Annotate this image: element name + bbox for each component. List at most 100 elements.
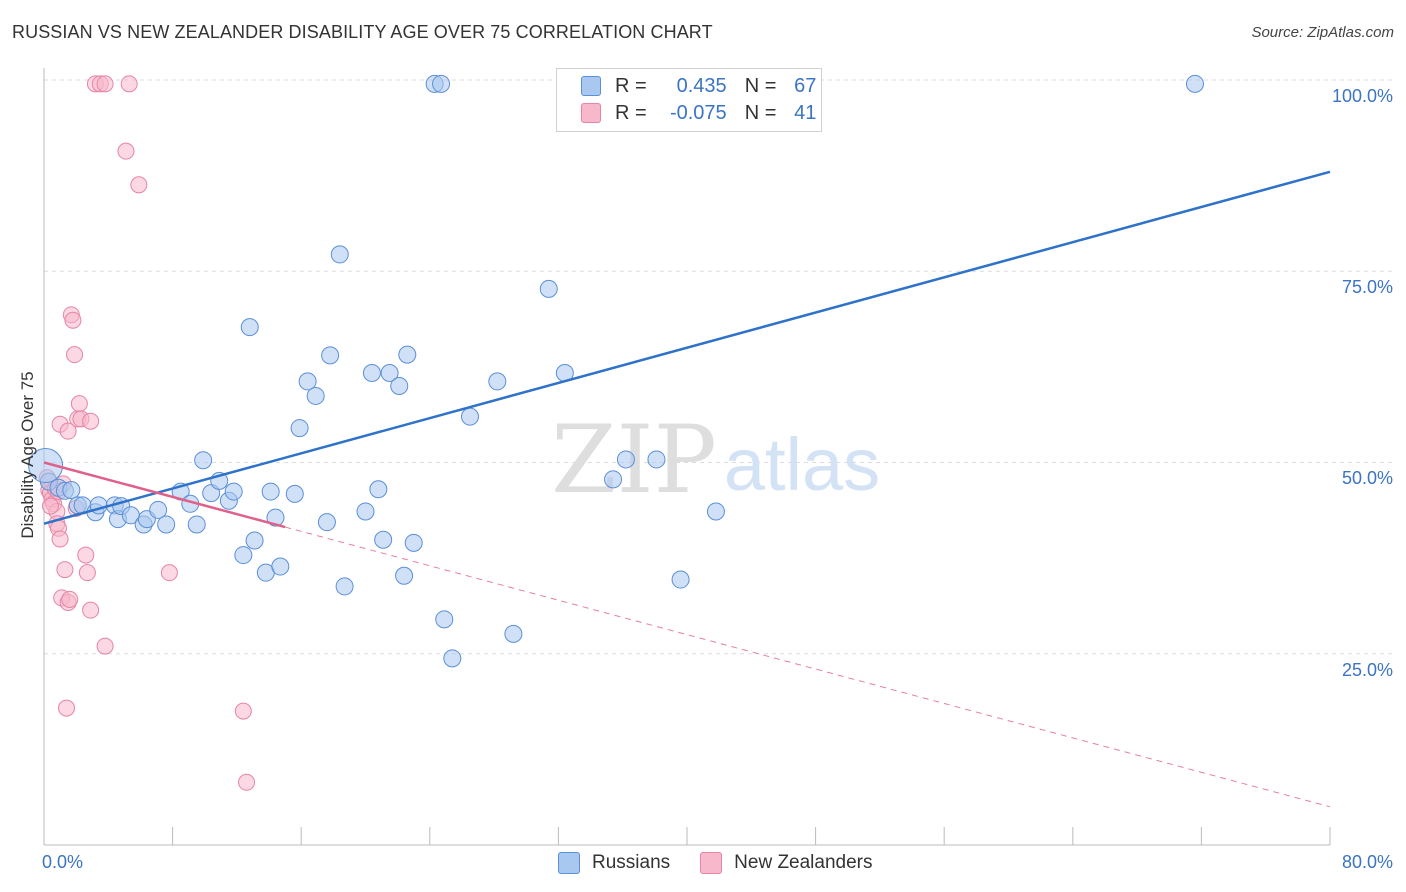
russians-legend-label: Russians <box>592 852 671 873</box>
nz-point <box>96 637 114 655</box>
russians-point <box>362 363 381 382</box>
legend-row-russians: R = 0.435 N = 67 <box>581 73 816 99</box>
trend-lines <box>43 170 1331 808</box>
nz-point <box>82 601 100 619</box>
nz-legend-swatch <box>700 852 723 874</box>
nz-trend-line-solid <box>43 461 286 529</box>
russians-point <box>671 570 690 589</box>
legend-n-value: 67 <box>794 74 817 97</box>
russians-point <box>604 470 623 489</box>
nz-point <box>82 412 100 430</box>
russians-point <box>224 482 243 501</box>
x-tick-max: 80.0% <box>1341 852 1393 872</box>
russians-point <box>404 533 423 552</box>
nz-point <box>66 346 84 364</box>
russians-point <box>380 363 399 382</box>
nz-point <box>120 75 138 93</box>
nz-series <box>38 75 256 791</box>
russians-point <box>504 624 523 643</box>
russians-trend-line <box>43 170 1331 525</box>
nz-point <box>41 497 59 515</box>
nz-legend-label: New Zealanders <box>734 852 873 873</box>
russians-point <box>369 480 388 499</box>
nz-point <box>70 395 88 413</box>
russians-point <box>317 513 336 532</box>
y-axis-label: Disability Age Over 75 <box>18 371 37 539</box>
russians-point <box>647 450 666 469</box>
nz-point <box>77 546 95 564</box>
russians-point <box>330 245 349 264</box>
y-tick-75: 75.0% <box>1341 277 1393 297</box>
russians-point <box>234 546 253 565</box>
legend-r-value: 0.435 <box>676 74 727 97</box>
x-tick-min: 0.0% <box>42 852 84 872</box>
russians-point <box>290 419 309 438</box>
russians-point <box>62 481 81 500</box>
russians-point <box>432 74 451 93</box>
nz-point <box>61 590 79 608</box>
nz-point <box>56 561 74 579</box>
nz-point <box>96 75 114 93</box>
legend-r-label: R = <box>615 74 647 97</box>
russians-point <box>261 482 280 501</box>
russians-point <box>157 515 176 534</box>
correlation-legend: R = 0.435 N = 67 R = -0.075 N = 41 <box>556 68 822 132</box>
y-tick-100: 100.0% <box>1331 86 1393 106</box>
nz-swatch <box>581 103 601 123</box>
russians-point <box>616 450 635 469</box>
russians-point <box>1185 74 1204 93</box>
nz-point <box>130 176 148 194</box>
y-tick-25: 25.0% <box>1341 660 1393 680</box>
legend-row-nz: R = -0.075 N = 41 <box>581 100 816 126</box>
russians-point <box>271 557 290 576</box>
russians-point <box>240 318 259 337</box>
russians-point <box>285 484 304 503</box>
nz-trend-line-dashed <box>284 526 1331 808</box>
chart-title: RUSSIAN VS NEW ZEALANDER DISABILITY AGE … <box>12 22 713 42</box>
nz-point <box>117 142 135 160</box>
russians-swatch <box>581 76 601 96</box>
y-tick-50: 50.0% <box>1341 468 1393 488</box>
watermark: ZIP atlas <box>551 406 880 515</box>
chart-source: Source: ZipAtlas.com <box>1251 24 1394 41</box>
russians-point <box>187 515 206 534</box>
nz-point <box>234 702 252 720</box>
russians-point <box>245 531 264 550</box>
series-legend: Russians New Zealanders <box>558 852 903 874</box>
russians-point <box>395 566 414 585</box>
legend-r-label: R = <box>615 101 647 124</box>
russians-point <box>298 372 317 391</box>
legend-item-russians: Russians <box>558 852 670 874</box>
russians-point <box>356 502 375 521</box>
nz-point <box>59 422 77 440</box>
russians-point <box>460 407 479 426</box>
russians-point <box>194 451 213 470</box>
nz-point <box>58 699 76 717</box>
russians-point <box>306 386 325 405</box>
russians-point <box>28 448 64 484</box>
nz-point <box>64 311 82 329</box>
russians-point <box>435 610 454 629</box>
russians-legend-swatch <box>558 852 580 874</box>
nz-point <box>238 773 256 791</box>
nz-point <box>51 530 69 548</box>
legend-item-nz: New Zealanders <box>700 852 873 874</box>
russians-point <box>706 502 725 521</box>
russians-point <box>539 279 558 298</box>
nz-point <box>160 564 178 582</box>
russians-point <box>374 530 393 549</box>
russians-point <box>266 508 285 527</box>
nz-point <box>78 564 96 582</box>
russians-point <box>390 377 409 395</box>
legend-n-label: N = <box>744 101 777 124</box>
russians-point <box>149 500 168 519</box>
gridlines <box>44 79 1392 655</box>
russians-point <box>443 649 462 668</box>
russians-point <box>398 345 417 364</box>
legend-n-label: N = <box>744 74 777 97</box>
legend-n-value: 41 <box>794 101 817 124</box>
legend-r-value: -0.075 <box>669 101 727 124</box>
russians-point <box>321 346 340 365</box>
russians-series <box>28 74 1204 668</box>
